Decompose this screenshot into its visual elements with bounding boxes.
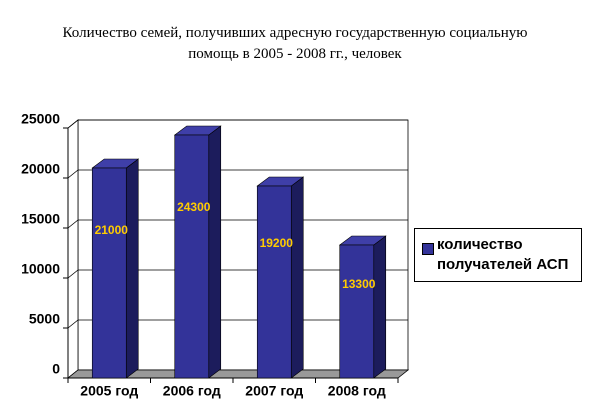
y-tick-label: 10000 — [21, 261, 60, 277]
legend-label: количество получателей АСП — [437, 236, 569, 273]
value-label: 19200 — [260, 236, 294, 250]
value-label: 24300 — [177, 200, 211, 214]
x-tick-label: 2008 год — [328, 383, 386, 399]
side-wall — [67, 119, 79, 379]
x-tick-label: 2006 год — [163, 383, 221, 399]
bar — [256, 185, 292, 379]
bar — [91, 167, 127, 379]
bar — [174, 134, 210, 379]
y-tick-label: 5000 — [29, 311, 60, 327]
y-tick-label: 0 — [52, 361, 60, 377]
y-tick-label: 15000 — [21, 211, 60, 227]
x-tick-label: 2005 год — [80, 383, 138, 399]
grid-line — [67, 169, 408, 179]
value-label: 21000 — [95, 223, 129, 237]
bar — [339, 244, 375, 379]
value-label: 13300 — [342, 277, 376, 291]
y-tick-label: 25000 — [21, 111, 60, 127]
bar-side — [373, 235, 387, 379]
chart-title: Количество семей, получивших адресную го… — [63, 25, 528, 41]
grid-line — [67, 119, 408, 129]
bar-side — [125, 158, 139, 379]
y-tick-label: 20000 — [21, 161, 60, 177]
bar-side — [208, 125, 222, 379]
legend-swatch — [422, 243, 434, 255]
chart-title: помощь в 2005 - 2008 гг., человек — [188, 46, 402, 62]
x-tick-label: 2007 год — [245, 383, 303, 399]
bar-side — [290, 176, 304, 379]
legend: количество получателей АСП — [414, 228, 582, 282]
